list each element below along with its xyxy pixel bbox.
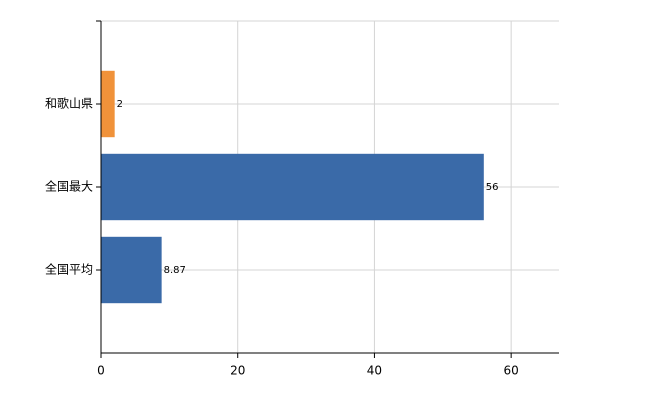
x-tick-label: 60	[504, 364, 519, 378]
y-tick-label: 和歌山県	[45, 96, 93, 111]
bar	[101, 70, 115, 138]
bar	[101, 236, 162, 304]
x-tick-label: 20	[230, 364, 245, 378]
x-tick-label: 0	[97, 364, 105, 378]
y-tick-label: 全国最大	[45, 179, 93, 194]
value-label: 2	[117, 99, 123, 110]
x-tick-label: 40	[367, 364, 382, 378]
value-label: 8.87	[164, 265, 186, 276]
value-label: 56	[486, 182, 499, 193]
y-tick-label: 全国平均	[45, 262, 93, 277]
bar	[101, 153, 484, 221]
